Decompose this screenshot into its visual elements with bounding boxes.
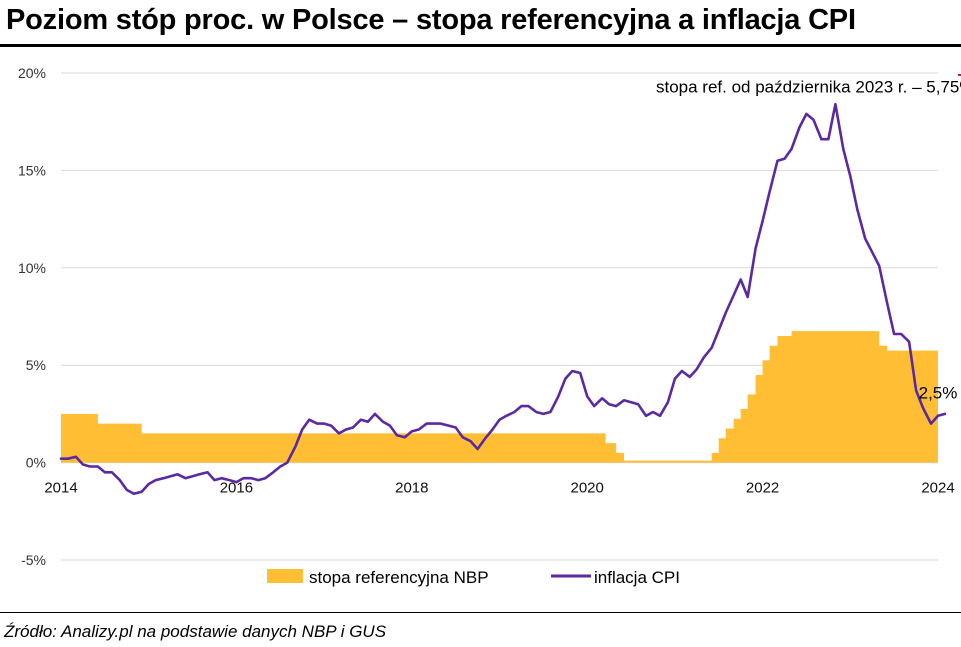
chart-canvas: 20% 15% 10% 5% 0% -5% 2014 2016 2018 2020 2022 2024… bbox=[18, 65, 961, 587]
x-tick-label: 2018 bbox=[395, 480, 428, 497]
x-tick-label: 2022 bbox=[746, 480, 779, 497]
x-tick-label: 2020 bbox=[571, 480, 604, 497]
annotations: stopa ref. od października 2023 r. – 5,7… bbox=[656, 77, 961, 402]
rate-area-layer bbox=[61, 331, 938, 463]
annotation-cpi-last: 2,5% bbox=[919, 383, 958, 402]
legend-swatch-rate bbox=[267, 569, 303, 583]
rate-area bbox=[61, 331, 938, 463]
footer-rule bbox=[0, 612, 961, 613]
cpi-line-layer bbox=[59, 102, 947, 496]
legend: stopa referencyjna NBP inflacja CPI bbox=[267, 568, 680, 587]
y-tick-label: 10% bbox=[18, 260, 46, 276]
y-tick-label: 5% bbox=[26, 357, 46, 373]
cpi-line bbox=[59, 102, 947, 496]
axis-labels: 20% 15% 10% 5% 0% -5% 2014 2016 2018 2020 2022 2024 bbox=[18, 65, 955, 568]
title-underline bbox=[0, 44, 961, 47]
legend-label-rate: stopa referencyjna NBP bbox=[309, 568, 489, 587]
annotation-rate-note: stopa ref. od października 2023 r. – 5,7… bbox=[656, 77, 961, 96]
y-tick-label: -5% bbox=[21, 552, 46, 568]
x-tick-label: 2014 bbox=[44, 480, 77, 497]
gridlines bbox=[61, 72, 938, 561]
x-tick-label: 2024 bbox=[921, 480, 954, 497]
y-tick-label: 15% bbox=[18, 162, 46, 178]
y-tick-label: 20% bbox=[18, 65, 46, 81]
y-tick-label: 0% bbox=[26, 455, 46, 471]
chart-title: Poziom stóp proc. w Polsce – stopa refer… bbox=[6, 4, 856, 36]
source-note: Źródło: Analizy.pl na podstawie danych N… bbox=[4, 622, 387, 641]
x-tick-label: 2016 bbox=[220, 480, 253, 497]
legend-label-cpi: inflacja CPI bbox=[594, 568, 680, 587]
